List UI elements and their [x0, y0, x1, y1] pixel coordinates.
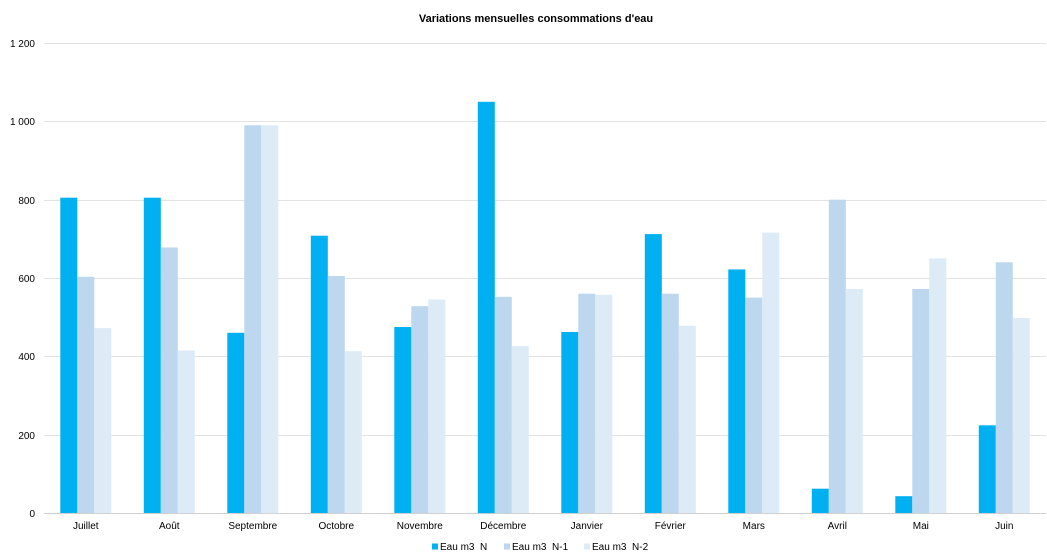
x-tick-label: Septembre — [228, 521, 277, 532]
bar-2-5 — [411, 306, 429, 513]
bar-3-6 — [511, 346, 529, 513]
y-tick-label: 1 200 — [10, 39, 35, 50]
bar-2-2 — [160, 247, 178, 513]
bar-1-8 — [644, 234, 662, 513]
bar-3-11 — [929, 258, 947, 513]
x-tick-label: Novembre — [397, 521, 444, 532]
x-tick-label: Octobre — [319, 521, 355, 532]
bar-1-2 — [143, 197, 161, 513]
bar-2-1 — [77, 276, 95, 513]
x-tick-label: Janvier — [571, 521, 604, 532]
y-tick-label: 200 — [18, 431, 35, 442]
bar-3-2 — [177, 350, 195, 513]
x-tick-label: Juillet — [73, 521, 99, 532]
y-axis-ticks: 0 200 400 600 800 1 000 1 200 — [10, 39, 35, 520]
y-tick-label: 1 000 — [10, 117, 35, 128]
bar-3-7 — [595, 294, 613, 513]
bar-1-5 — [394, 327, 412, 513]
bar-1-4 — [310, 235, 328, 513]
chart-title: Variations mensuelles consommations d'ea… — [419, 13, 653, 25]
bar-1-11 — [895, 496, 913, 513]
bar-1-12 — [978, 425, 996, 513]
y-tick-label: 0 — [29, 509, 35, 520]
bar-2-12 — [995, 262, 1013, 513]
bar-3-1 — [94, 328, 112, 513]
bar-3-3 — [261, 125, 279, 514]
x-tick-label: Mai — [913, 521, 929, 532]
bar-3-4 — [344, 351, 362, 513]
legend-swatch — [504, 543, 510, 550]
legend-swatch — [432, 543, 438, 550]
bar-2-7 — [578, 293, 596, 513]
bar-1-6 — [477, 101, 495, 514]
bar-1-3 — [227, 332, 245, 513]
bar-2-8 — [661, 293, 679, 513]
bar-1-9 — [728, 269, 746, 513]
x-axis-ticks: Juillet Août Septembre Octobre Novembre Décem… — [73, 521, 1013, 532]
legend-label: Eau m3 N-1 — [512, 542, 569, 553]
bar-1-10 — [811, 488, 829, 513]
legend-label: Eau m3 N — [440, 542, 487, 553]
legend-swatch — [584, 543, 590, 550]
bar-2-11 — [912, 289, 930, 513]
bars — [60, 101, 1030, 514]
bar-1-7 — [561, 332, 579, 513]
bar-2-10 — [828, 199, 846, 513]
x-tick-label: Mars — [743, 521, 765, 532]
y-tick-label: 600 — [18, 274, 35, 285]
bar-1-1 — [60, 197, 78, 513]
y-tick-label: 800 — [18, 196, 35, 207]
x-tick-label: Avril — [828, 521, 847, 532]
bar-2-6 — [494, 296, 512, 513]
gridlines — [44, 43, 1046, 514]
bar-3-8 — [678, 325, 696, 513]
x-tick-label: Août — [159, 521, 180, 532]
x-tick-label: Février — [655, 521, 687, 532]
x-tick-label: Juin — [995, 521, 1013, 532]
bar-2-9 — [745, 297, 763, 513]
bar-2-3 — [244, 125, 262, 514]
bar-3-5 — [428, 299, 446, 513]
bar-3-10 — [845, 289, 863, 513]
bar-3-9 — [762, 232, 780, 513]
y-tick-label: 400 — [18, 352, 35, 363]
bar-3-12 — [1012, 318, 1030, 513]
bar-2-4 — [327, 276, 345, 513]
x-tick-label: Décembre — [480, 521, 527, 532]
legend: Eau m3 N Eau m3 N-1 Eau m3 N-2 — [432, 542, 649, 553]
legend-label: Eau m3 N-2 — [592, 542, 649, 553]
